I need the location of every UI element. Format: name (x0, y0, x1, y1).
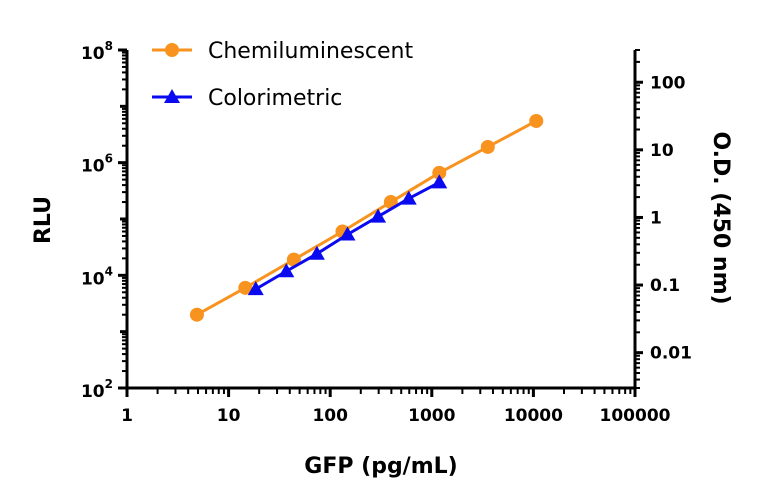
x-axis-title: GFP (pg/mL) (304, 454, 457, 479)
y-tick-label: 108 (81, 39, 113, 64)
x-tick-label: 10000 (504, 406, 563, 426)
y2-tick-label: 0.01 (650, 344, 692, 364)
y-tick-label: 106 (81, 152, 113, 177)
x-tick-label: 100 (312, 406, 348, 426)
axes: 1 10 100 1000 10000 100000 102 104 106 108 0.01 0.1… (81, 39, 692, 426)
y2-tick-label: 1 (650, 208, 662, 228)
data-point-colorimetric (370, 208, 387, 223)
y2-tick-label: 100 (650, 73, 686, 93)
y-axis-title: RLU (31, 196, 56, 244)
legend-marker-colorimetric (164, 89, 180, 103)
series-line-chemiluminescent (196, 119, 537, 317)
data-point-colorimetric (278, 263, 295, 278)
y-tick-label: 102 (81, 377, 113, 402)
y-tick-label: 104 (81, 264, 113, 289)
data-point-chemiluminescent (189, 307, 204, 322)
data-point-colorimetric (308, 245, 325, 260)
x-tick-label: 10 (217, 406, 241, 426)
legend-label-chemiluminescent: Chemiluminescent (208, 39, 413, 64)
x-tick-label: 100000 (600, 406, 671, 426)
y2-tick-label: 10 (650, 141, 674, 161)
data-point-chemiluminescent (432, 165, 447, 180)
legend: Chemiluminescent Colorimetric (152, 39, 413, 111)
data-point-colorimetric (339, 226, 356, 241)
data-point-chemiluminescent (238, 280, 253, 295)
y2-axis-title: O.D. (450 nm) (708, 131, 733, 304)
series-layer (189, 113, 544, 322)
data-point-colorimetric (400, 190, 417, 205)
legend-label-colorimetric: Colorimetric (208, 86, 342, 111)
y2-tick-label: 0.1 (650, 276, 680, 296)
x-tick-label: 1000 (408, 406, 455, 426)
legend-marker-chemiluminescent (165, 43, 179, 57)
data-point-chemiluminescent (529, 113, 544, 128)
data-point-chemiluminescent (480, 139, 495, 154)
data-point-colorimetric (431, 174, 448, 189)
x-tick-label: 1 (121, 406, 133, 426)
data-point-colorimetric (247, 281, 264, 296)
data-point-chemiluminescent (286, 252, 301, 267)
